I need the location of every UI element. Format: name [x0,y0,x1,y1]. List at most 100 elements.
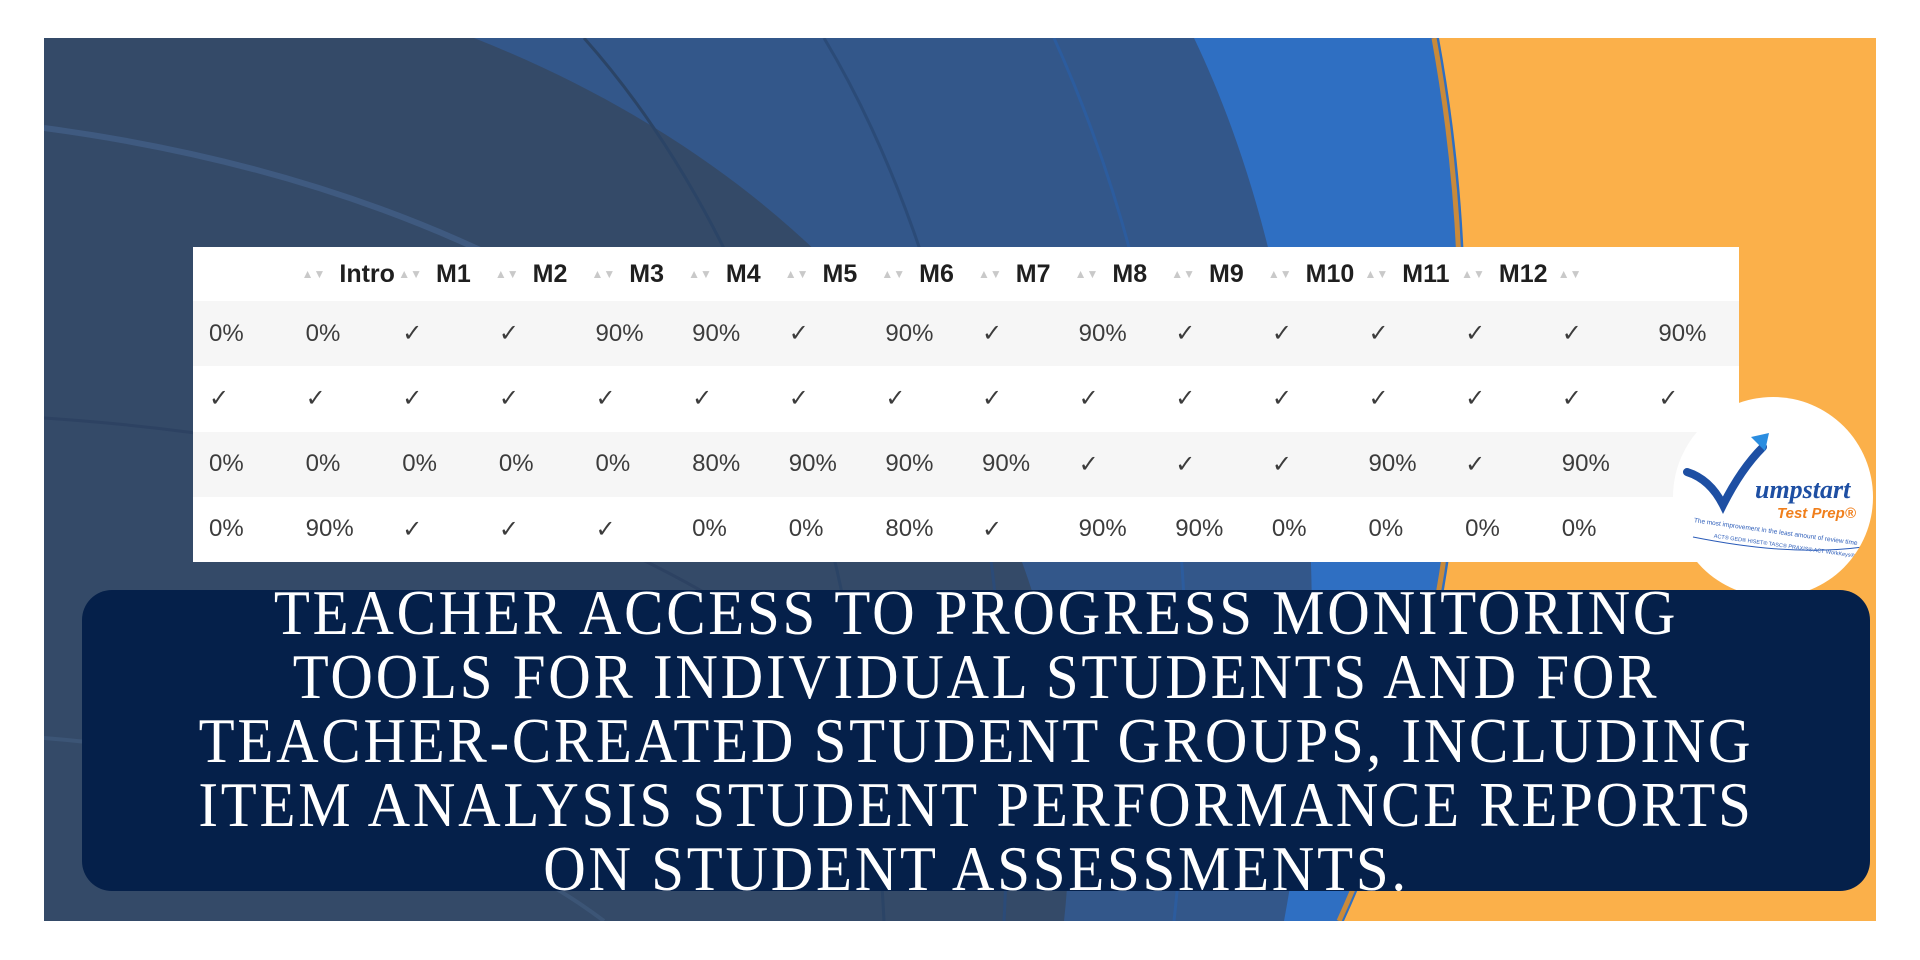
score-cell: 0% [289,301,387,367]
check-icon: ✓ [1545,301,1643,367]
column-header[interactable]: ▲▼ Intro [289,247,395,301]
logo-mark-icon [1683,433,1864,551]
score-cell: 80% [869,496,966,562]
column-header[interactable] [193,247,290,301]
check-icon: ✓ [676,366,773,432]
column-header[interactable]: ▲▼ [1545,247,1643,301]
score-cell: 90% [869,431,966,497]
score-cell: 90% [1062,496,1160,562]
score-cell: 90% [869,301,966,367]
check-icon: ✓ [386,301,483,367]
check-icon: ✓ [193,366,290,432]
score-cell: 0% [1545,496,1643,562]
column-header[interactable]: ▲▼ M2 [482,247,580,301]
sort-icon[interactable]: ▲▼ [1171,267,1196,282]
check-icon: ✓ [482,496,580,562]
sort-icon[interactable]: ▲▼ [591,267,616,282]
score-cell: 80% [676,431,773,497]
column-header[interactable]: ▲▼ M6 [869,247,966,301]
score-cell: 0% [193,496,290,562]
check-icon: ✓ [386,366,483,432]
score-cell: 90% [676,301,773,367]
progress-table: ▲▼ Intro ▲▼ M1 ▲▼ M2 ▲▼ M3 ▲▼ M4 ▲▼ M5 ▲▼ M6 ▲▼ M7 ▲▼ M8 ▲… [193,247,1739,562]
score-cell: 90% [1642,301,1739,367]
check-icon: ✓ [386,496,483,562]
score-cell: 90% [772,431,870,497]
column-header-label: M5 [822,259,858,288]
column-header-label: M6 [919,259,954,288]
sort-icon[interactable]: ▲▼ [398,267,423,282]
sort-icon[interactable]: ▲▼ [1461,267,1485,282]
score-cell: 0% [1449,496,1546,562]
sort-icon[interactable]: ▲▼ [784,267,809,282]
check-icon: ✓ [1449,301,1546,367]
sort-icon[interactable]: ▲▼ [1557,267,1582,282]
score-cell: 90% [289,496,387,562]
caption-banner: TEACHER ACCESS TO PROGRESS MONITORING TO… [82,580,1870,900]
column-header-label: M3 [629,259,664,288]
column-header[interactable]: ▲▼ M9 [1159,247,1256,301]
column-header-label: M12 [1498,259,1548,288]
column-header-label: M10 [1305,259,1355,288]
sort-icon[interactable]: ▲▼ [688,267,712,282]
check-icon: ✓ [1449,366,1546,432]
check-icon: ✓ [1062,366,1160,432]
sort-icon[interactable]: ▲▼ [1074,267,1099,282]
score-cell: 0% [579,431,677,497]
sort-icon[interactable]: ▲▼ [1267,267,1292,282]
check-icon: ✓ [1352,366,1450,432]
score-cell: 0% [193,431,290,497]
check-icon: ✓ [1159,431,1256,497]
column-header-label: M2 [532,259,568,288]
table-row: 0% 90% ✓ ✓ ✓ 0% 0% 80% ✓ 90% 90% 0% 0% 0% 0% [193,496,1739,562]
check-icon: ✓ [966,301,1063,367]
check-icon: ✓ [1062,431,1160,497]
check-icon: ✓ [1545,366,1643,432]
check-icon: ✓ [289,366,387,432]
check-icon: ✓ [966,496,1063,562]
column-header[interactable]: ▲▼ M5 [772,247,870,301]
score-cell: 0% [386,431,483,497]
column-header[interactable]: ▲▼ M7 [966,247,1063,301]
check-icon: ✓ [1159,301,1256,367]
sort-icon[interactable]: ▲▼ [494,267,519,282]
score-cell: 90% [579,301,677,367]
column-header[interactable]: ▲▼ M10 [1255,247,1355,301]
column-header[interactable]: ▲▼ M1 [386,247,483,301]
score-cell: 0% [193,301,290,367]
check-icon: ✓ [1449,431,1546,497]
check-icon: ✓ [1255,366,1353,432]
score-cell: 90% [1159,496,1256,562]
jumpstart-logo: umpstart Test Prep® The most improvement… [1673,397,1873,597]
score-cell: 90% [1545,431,1643,497]
logo-brand-text: umpstart [1755,475,1851,504]
score-cell: 0% [676,496,773,562]
sort-icon[interactable]: ▲▼ [301,267,326,282]
sort-icon[interactable]: ▲▼ [1364,267,1389,282]
column-header-label: Intro [339,259,395,288]
column-header[interactable]: ▲▼ M3 [579,247,677,301]
logo-subtitle: Test Prep® [1777,505,1856,522]
column-header-label: M4 [725,259,761,288]
table-header-row: ▲▼ Intro ▲▼ M1 ▲▼ M2 ▲▼ M3 ▲▼ M4 ▲▼ M5 ▲▼ M6 ▲▼ M7 ▲▼ M8 ▲… [193,247,1739,301]
check-icon: ✓ [579,366,677,432]
check-icon: ✓ [1255,431,1353,497]
check-icon: ✓ [579,496,677,562]
table-row: 0% 0% 0% 0% 0% 80% 90% 90% 90% ✓ ✓ ✓ 90% ✓ 90% [193,431,1739,497]
column-header-label: M7 [1015,259,1051,288]
sort-icon[interactable]: ▲▼ [978,267,1002,282]
column-header[interactable]: ▲▼ M4 [676,247,773,301]
check-icon: ✓ [772,301,870,367]
check-icon: ✓ [869,366,966,432]
check-icon: ✓ [1255,301,1353,367]
column-header[interactable]: ▲▼ M12 [1449,247,1548,301]
score-cell: 0% [1255,496,1353,562]
sort-icon[interactable]: ▲▼ [881,267,906,282]
table-body: 0% 0% ✓ ✓ 90% 90% ✓ 90% ✓ 90% ✓ ✓ ✓ ✓ ✓ 90% ✓ ✓ ✓ ✓ ✓ ✓ ✓ ✓ ✓ ✓ ✓ ✓… [193,301,1739,562]
score-cell: 0% [1352,496,1450,562]
column-header-label: M9 [1209,259,1244,288]
column-header[interactable]: ▲▼ M11 [1352,247,1450,301]
check-icon: ✓ [1159,366,1256,432]
score-cell: 0% [289,431,387,497]
column-header[interactable]: ▲▼ M8 [1062,247,1160,301]
